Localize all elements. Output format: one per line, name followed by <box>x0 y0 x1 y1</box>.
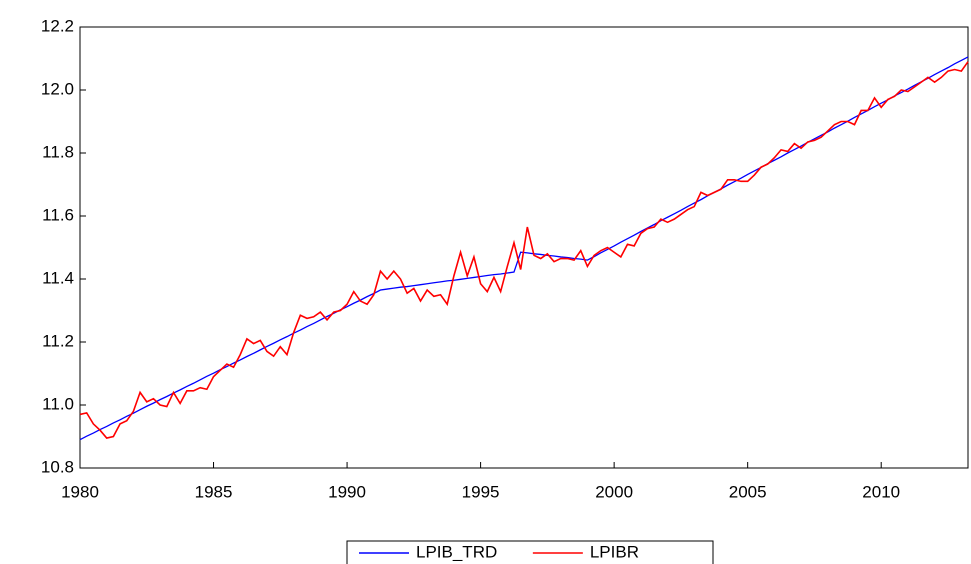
y-tick-label: 12.2 <box>41 16 74 35</box>
y-tick-label: 11.4 <box>42 268 74 287</box>
x-tick-label: 2005 <box>729 482 767 501</box>
series-line <box>79 61 969 439</box>
legend-label: LPIBR <box>590 542 639 561</box>
x-tick-label: 2000 <box>595 482 633 501</box>
x-tick-label: 1980 <box>61 482 99 501</box>
legend-label: LPIB_TRD <box>416 542 497 561</box>
plot-frame <box>79 26 969 469</box>
x-tick-label: 1995 <box>462 482 500 501</box>
y-tick-label: 11.6 <box>42 205 74 224</box>
x-tick-label: 1990 <box>328 482 366 501</box>
y-tick-label: 11.8 <box>42 142 74 161</box>
y-tick-label: 11.0 <box>42 394 74 413</box>
x-tick-label: 2010 <box>862 482 900 501</box>
x-tick-label: 1985 <box>195 482 233 501</box>
y-tick-label: 11.2 <box>42 331 74 350</box>
legend-box <box>346 540 714 564</box>
y-tick-label: 12.0 <box>41 79 74 98</box>
y-tick-label: 10.8 <box>41 457 74 476</box>
